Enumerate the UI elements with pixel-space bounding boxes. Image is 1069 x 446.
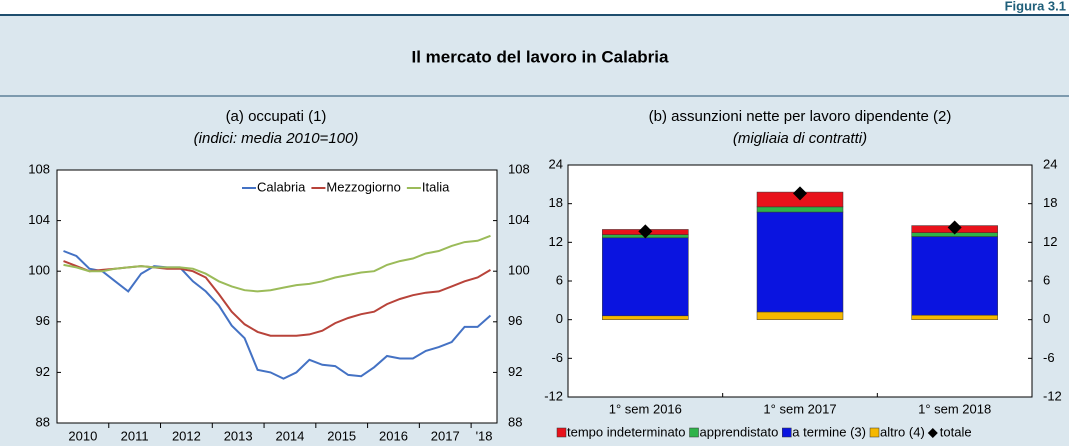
bar-segment [602, 237, 689, 317]
x-tick-label: 2017 [431, 428, 460, 443]
chart-title: (a) occupati (1) [226, 108, 327, 125]
total-marker [638, 224, 653, 239]
chart-subtitle: (indici: media 2010=100) [194, 130, 359, 147]
y-tick-label: 100 [28, 263, 50, 278]
legend-swatch [782, 427, 792, 438]
figure-number: Figura 3.1 [1005, 0, 1066, 13]
y-tick-label: -12 [544, 388, 563, 403]
x-tick-label: 2012 [172, 428, 201, 443]
x-tick-label: 2014 [275, 428, 304, 443]
legend-label: Mezzogiorno [326, 179, 400, 194]
y2-tick-label: 108 [508, 161, 530, 176]
x-tick-label: 2016 [379, 428, 408, 443]
legend-label: a termine (3) [792, 424, 866, 439]
legend-swatch [689, 427, 699, 438]
y-tick-label: 12 [549, 234, 563, 249]
x-tick-label: '18 [476, 428, 493, 443]
y-tick-label: 6 [556, 272, 563, 287]
y-tick-label: 24 [549, 156, 563, 171]
line-series [63, 250, 492, 380]
bar-segment [911, 314, 998, 320]
y-tick-label: 104 [28, 212, 50, 227]
y2-tick-label: 0 [1043, 311, 1050, 326]
x-tick-label: 2010 [68, 428, 97, 443]
legend-swatch [869, 427, 880, 438]
y2-tick-label: 100 [508, 263, 530, 278]
chart-title: (b) assunzioni nette per lavoro dipenden… [649, 108, 952, 125]
legend-label: totale [940, 424, 972, 439]
y2-tick-label: 18 [1043, 195, 1057, 210]
total-marker [793, 186, 807, 201]
y2-tick-label: -6 [1043, 350, 1055, 365]
y-tick-label: 88 [36, 414, 50, 429]
x-tick-label: 2011 [121, 428, 149, 443]
bar-segment [756, 311, 844, 320]
y-tick-label: 0 [556, 311, 563, 326]
y2-tick-label: -12 [1043, 388, 1062, 403]
y2-tick-label: 6 [1043, 272, 1050, 287]
y2-tick-label: 88 [508, 414, 522, 429]
plot-area [56, 169, 498, 424]
total-marker [947, 220, 962, 235]
y2-tick-label: 24 [1043, 156, 1057, 171]
x-tick-label: 2013 [224, 428, 253, 443]
y2-tick-label: 104 [508, 212, 530, 227]
x-tick-label: 1° sem 2016 [609, 401, 682, 416]
y2-tick-label: 96 [508, 313, 522, 328]
legend-label: tempo indeterminato [567, 424, 686, 439]
y-tick-label: 96 [36, 313, 50, 328]
x-tick-label: 2015 [327, 428, 356, 443]
legend-label: apprendistato [700, 424, 779, 439]
y-tick-label: 92 [36, 364, 50, 379]
line-series [63, 234, 491, 293]
x-tick-label: 1° sem 2017 [763, 401, 836, 416]
bar-segment [911, 236, 998, 316]
x-tick-label: 1° sem 2018 [918, 401, 991, 416]
bar-segment [756, 211, 844, 313]
y-tick-label: -6 [551, 350, 563, 365]
figure-title: Il mercato del lavoro in Calabria [412, 47, 670, 66]
bar-segment [756, 206, 844, 213]
legend-swatch [556, 427, 567, 438]
y2-tick-label: 12 [1043, 234, 1057, 249]
y2-tick-label: 92 [508, 364, 522, 379]
y-tick-label: 18 [549, 195, 563, 210]
legend-label: altro (4) [880, 424, 925, 439]
bar-segment [602, 315, 689, 320]
legend-swatch [927, 428, 938, 438]
legend-label: Calabria [257, 179, 306, 194]
y-tick-label: 108 [28, 161, 50, 176]
chart-subtitle: (migliaia di contratti) [733, 130, 867, 147]
legend-label: Italia [422, 179, 450, 194]
